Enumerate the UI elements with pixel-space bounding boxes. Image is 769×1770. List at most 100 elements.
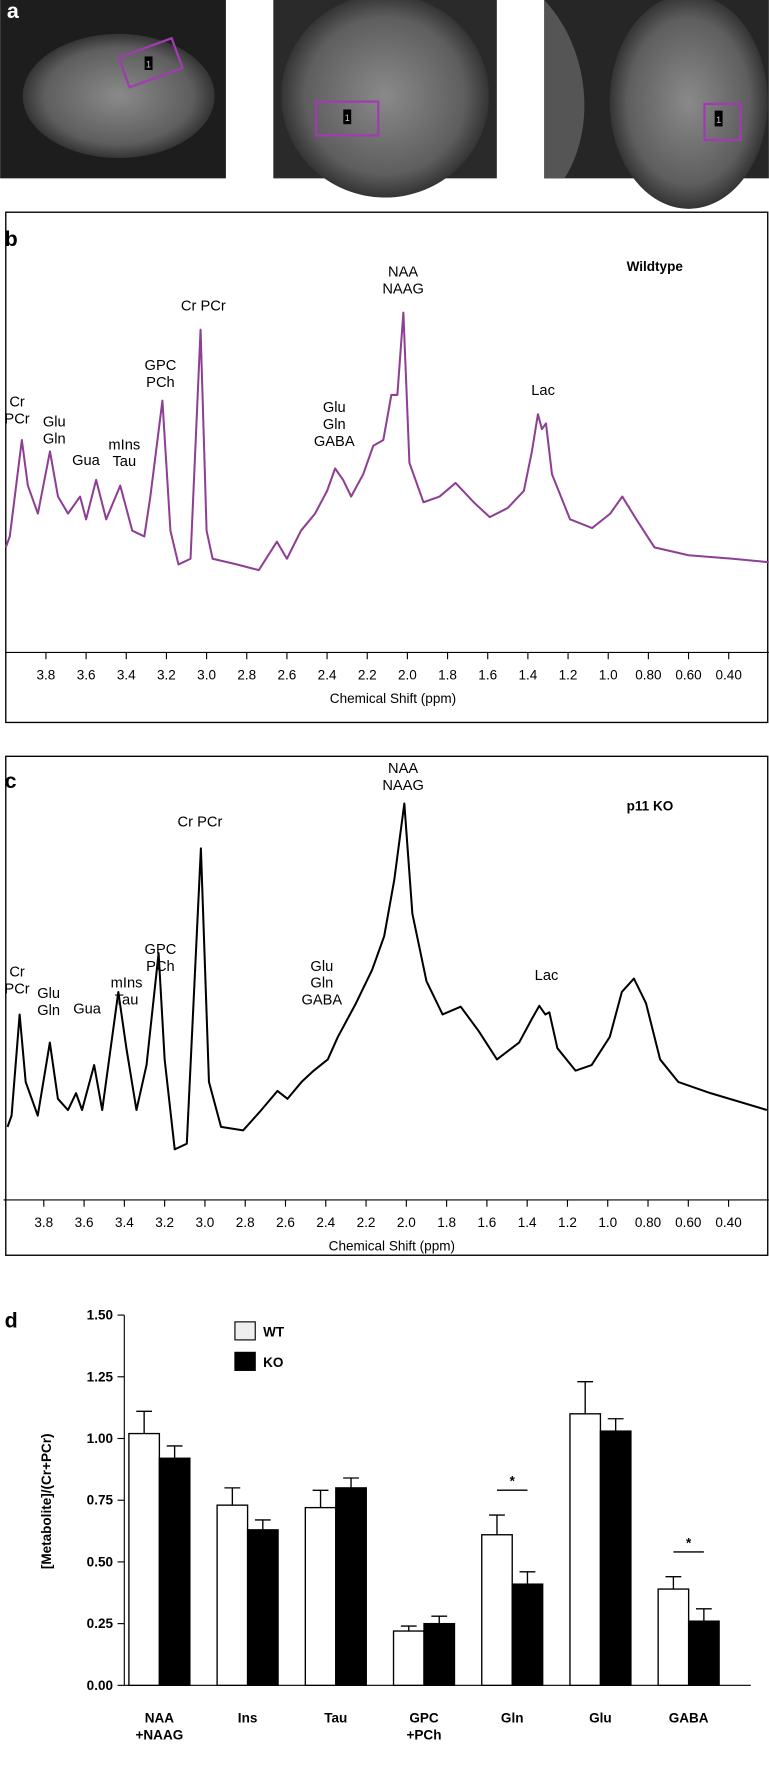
x-tick-label: Gln	[501, 1711, 524, 1726]
error-bar	[665, 1576, 682, 1590]
x-tick-label: Ins	[238, 1711, 258, 1726]
x-tick-label: 3.4	[115, 1215, 134, 1230]
x-tick-label: 3.2	[157, 668, 176, 683]
series-label: Wildtype	[627, 259, 684, 274]
peak-label: Gua	[73, 1002, 102, 1018]
x-tick-label: GABA	[669, 1711, 709, 1726]
voxel-label: 1	[146, 60, 151, 70]
x-tick-label: 0.80	[635, 668, 661, 683]
x-tick-label: 1.4	[518, 668, 537, 683]
error-bar	[400, 1625, 417, 1632]
x-tick-label: 3.2	[155, 1215, 174, 1230]
bar	[335, 1487, 367, 1687]
peak-label: GPC PCh	[145, 358, 177, 391]
spectrum-line	[6, 802, 768, 1151]
series-label: p11 KO	[627, 798, 674, 813]
voxel	[144, 56, 153, 70]
x-tick-label: 1.8	[438, 668, 457, 683]
voxel-box	[315, 100, 380, 137]
voxel-label: 1	[716, 115, 721, 125]
panel-frame	[5, 211, 769, 724]
tissue	[544, 0, 585, 179]
x-tick-label: 3.0	[196, 1215, 215, 1230]
y-axis-title: [Metabolite]/(Cr+PCr)	[39, 1433, 54, 1569]
x-tick-label: 2.4	[318, 668, 337, 683]
voxel-label: 1	[345, 113, 350, 123]
voxel-box	[703, 102, 742, 142]
x-tick-label: Glu	[589, 1711, 612, 1726]
bar	[481, 1534, 513, 1687]
x-tick-label: 1.4	[518, 1215, 537, 1230]
y-tick-label: 0.00	[87, 1678, 113, 1693]
y-tick-label: 1.00	[87, 1431, 113, 1446]
x-tick-label: 1.2	[558, 1215, 577, 1230]
voxel	[343, 109, 352, 125]
x-tick-label: 2.2	[358, 668, 377, 683]
x-tick-label: 2.0	[398, 668, 417, 683]
error-bar	[166, 1445, 183, 1459]
bar	[158, 1457, 191, 1687]
bar	[304, 1506, 337, 1687]
x-tick-label: 2.6	[276, 1215, 295, 1230]
x-tick-label: 2.8	[236, 1215, 255, 1230]
bar	[687, 1620, 720, 1687]
error-bar	[224, 1487, 241, 1506]
x-tick-label: 2.6	[278, 668, 297, 683]
error-bar	[519, 1571, 536, 1585]
significance-mark: *	[510, 1474, 516, 1489]
y-tick-label: 0.75	[87, 1493, 114, 1508]
x-tick-label: 0.60	[675, 1215, 701, 1230]
mri-images: 1 1 1 a	[0, 0, 769, 209]
error-bar	[607, 1418, 624, 1432]
y-tick-label: 0.50	[87, 1554, 113, 1569]
x-axis-title: Chemical Shift (ppm)	[330, 691, 456, 706]
error-bar	[312, 1489, 329, 1508]
x-tick-label: 1.0	[599, 668, 618, 683]
bar	[511, 1583, 544, 1687]
x-tick-label: 3.0	[197, 668, 216, 683]
x-tick-label: 2.0	[397, 1215, 416, 1230]
x-tick-label: 2.4	[316, 1215, 335, 1230]
error-bar	[489, 1514, 505, 1535]
voxel	[714, 110, 723, 127]
legend-swatch	[234, 1321, 256, 1341]
error-bar	[695, 1608, 712, 1622]
bar	[657, 1588, 690, 1687]
bar	[599, 1430, 632, 1687]
bar	[216, 1504, 249, 1687]
peak-label: Glu Gln	[37, 986, 60, 1019]
x-tick-label: 1.2	[559, 668, 578, 683]
panel-label: b	[5, 227, 18, 251]
x-tick-label: 0.40	[716, 668, 742, 683]
error-bar	[577, 1381, 594, 1414]
x-tick-label: 2.2	[357, 1215, 376, 1230]
x-tick-label: 1.0	[598, 1215, 617, 1230]
peak-label: Cr PCr	[178, 814, 223, 830]
bar	[128, 1432, 161, 1687]
peak-label: Cr PCr	[181, 298, 226, 314]
x-axis-title: Chemical Shift (ppm)	[329, 1239, 455, 1254]
x-tick-label: 0.80	[635, 1215, 661, 1230]
panel-label: c	[5, 769, 17, 793]
spectrum-line	[4, 311, 769, 572]
y-tick-label: 0.25	[87, 1616, 114, 1631]
x-tick-label: 3.6	[75, 1215, 94, 1230]
peak-label: Lac	[535, 968, 559, 984]
bar	[392, 1630, 425, 1687]
peak-label: Cr PCr	[4, 394, 29, 427]
x-tick-label: Tau	[324, 1711, 347, 1726]
x-tick-label: 1.8	[437, 1215, 456, 1230]
error-bar	[431, 1615, 448, 1624]
error-bar	[343, 1477, 359, 1488]
x-tick-label: 2.8	[237, 668, 256, 683]
x-tick-label: 3.6	[77, 668, 96, 683]
peak-label: GPC PCh	[145, 942, 177, 975]
voxel-box	[117, 36, 184, 89]
peak-label: Gua	[72, 453, 101, 469]
panel-label: a	[7, 0, 20, 23]
peak-label: mIns Tau	[111, 976, 143, 1009]
peak-label: NAA NAAG	[382, 265, 424, 298]
legend-swatch	[234, 1351, 256, 1371]
x-tick-label: 3.8	[34, 1215, 53, 1230]
